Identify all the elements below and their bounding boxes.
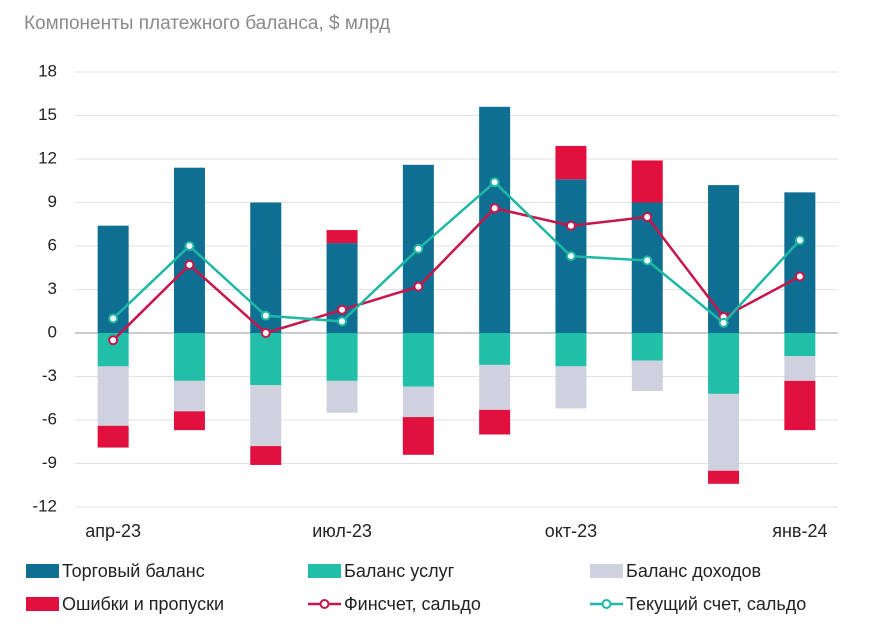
bar (97, 366, 129, 426)
bar (784, 192, 816, 333)
line-point (642, 212, 653, 222)
bar (631, 202, 663, 333)
bar (250, 333, 282, 386)
y-tick-label: 12 (38, 148, 57, 167)
y-tick-label: 9 (48, 192, 57, 211)
legend-swatch (308, 564, 341, 578)
bar (173, 380, 205, 412)
bar (326, 380, 358, 413)
bar (326, 333, 358, 381)
bar (479, 409, 511, 435)
bar (708, 470, 740, 484)
bar (250, 385, 282, 447)
legend-swatch (590, 564, 623, 578)
bar (402, 386, 434, 418)
line-point (184, 259, 195, 270)
line-point (794, 235, 805, 246)
line-point (642, 255, 653, 266)
bar (708, 333, 740, 394)
line-point (108, 313, 119, 324)
line-point (337, 316, 348, 327)
bar (631, 160, 663, 203)
bar (250, 446, 282, 465)
line-point (413, 243, 424, 254)
legend-label: Баланс доходов (626, 561, 761, 581)
legend-label: Текущий счет, сальдо (626, 594, 806, 614)
y-tick-label: 3 (48, 279, 57, 298)
bar (631, 360, 663, 391)
line-point (260, 310, 271, 321)
bar (326, 230, 358, 244)
line-point (565, 220, 576, 231)
y-tick-label: -6 (42, 409, 57, 428)
bar (173, 411, 205, 431)
line-point (489, 177, 500, 188)
bar (402, 417, 434, 455)
bar (708, 185, 740, 333)
legend-label: Ошибки и пропуски (62, 594, 224, 614)
line-point (184, 241, 195, 251)
line (112, 206, 801, 342)
legend-label: Торговый баланс (62, 561, 205, 581)
chart-title: Компоненты платежного баланса, $ млрд (24, 13, 390, 34)
y-tick-label: -12 (32, 496, 57, 515)
line-point (337, 304, 348, 315)
x-tick-label: янв-24 (772, 521, 827, 541)
line-point (565, 251, 576, 262)
legend-swatch (26, 597, 59, 611)
bar (97, 425, 129, 448)
line-point (413, 281, 424, 292)
bar (784, 356, 816, 381)
y-tick-label: -9 (42, 453, 57, 472)
y-tick-label: 15 (38, 105, 57, 124)
legend-label: Баланс услуг (344, 561, 455, 581)
y-tick-label: 6 (48, 235, 57, 254)
legend-swatch (319, 599, 330, 609)
y-tick-label: 0 (48, 322, 57, 341)
bar (708, 393, 740, 471)
legend-label: Финсчет, сальдо (344, 594, 481, 614)
bar (555, 333, 587, 367)
x-tick-label: апр-23 (85, 521, 141, 541)
line-point (718, 317, 729, 328)
bar (479, 333, 511, 365)
legend-swatch (26, 564, 59, 578)
bar (173, 333, 205, 381)
bar (555, 145, 587, 180)
line-point (260, 328, 271, 338)
y-tick-label: 18 (38, 61, 57, 80)
bar (631, 333, 663, 361)
line-point (794, 271, 805, 282)
bar (555, 366, 587, 409)
bar (479, 364, 511, 410)
line-point (108, 335, 119, 346)
x-tick-label: июл-23 (312, 521, 372, 541)
bar (784, 333, 816, 357)
legend-swatch (601, 599, 612, 609)
line (112, 180, 801, 325)
x-tick-label: окт-23 (545, 521, 597, 541)
line-point (489, 203, 500, 214)
bar (784, 380, 816, 431)
bar (402, 333, 434, 387)
y-tick-label: -3 (42, 366, 57, 385)
